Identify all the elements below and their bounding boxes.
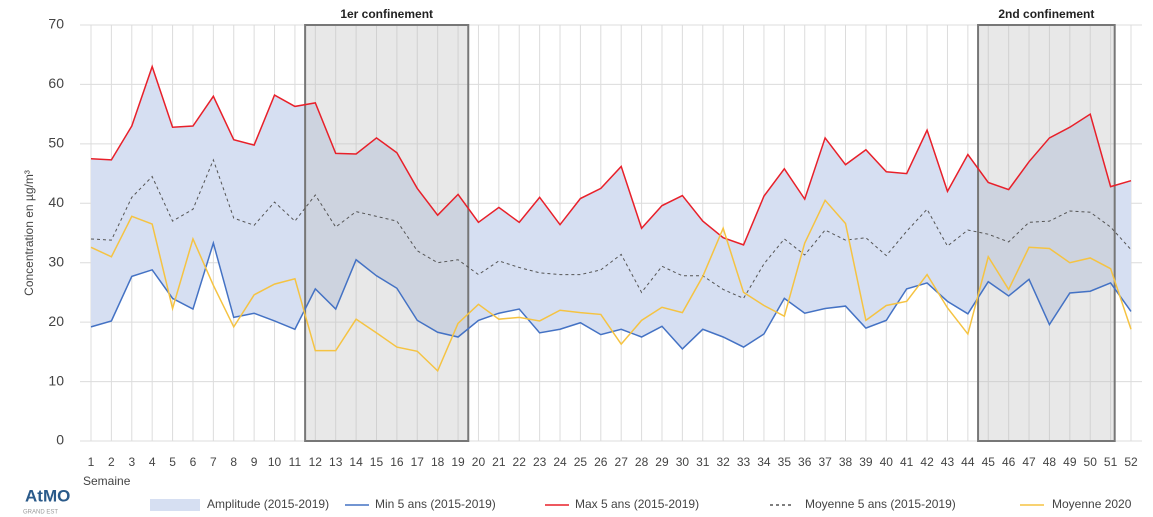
- y-tick-label: 40: [48, 194, 64, 210]
- x-tick-label: 25: [574, 455, 588, 469]
- y-tick-label: 20: [48, 313, 64, 329]
- x-tick-label: 31: [696, 455, 710, 469]
- x-tick-label: 40: [880, 455, 894, 469]
- x-tick-label: 46: [1002, 455, 1016, 469]
- x-tick-label: 52: [1124, 455, 1138, 469]
- x-tick-label: 50: [1084, 455, 1098, 469]
- x-tick-label: 32: [716, 455, 730, 469]
- series-line: [90, 198, 1132, 373]
- x-tick-label: 45: [982, 455, 996, 469]
- x-tick-label: 41: [900, 455, 914, 469]
- series-line: [90, 240, 1132, 350]
- x-tick-label: 51: [1104, 455, 1118, 469]
- x-tick-label: 18: [431, 455, 445, 469]
- series-line: [90, 158, 1132, 300]
- x-tick-label: 26: [594, 455, 608, 469]
- y-tick-label: 70: [48, 16, 64, 32]
- x-tick-label: 44: [961, 455, 975, 469]
- x-tick-label: 48: [1043, 455, 1057, 469]
- x-tick-label: 36: [798, 455, 812, 469]
- y-axis-label: Concentration en µg/m³: [22, 170, 36, 296]
- y-tick-label: 50: [48, 135, 64, 151]
- x-tick-label: 21: [492, 455, 506, 469]
- x-tick-label: 38: [839, 455, 853, 469]
- x-tick-label: 6: [190, 455, 197, 469]
- x-tick-label: 9: [251, 455, 258, 469]
- x-tick-label: 8: [230, 455, 237, 469]
- x-tick-label: 12: [309, 455, 323, 469]
- x-tick-label: 4: [149, 455, 156, 469]
- logo-subtitle: GRAND EST: [23, 510, 58, 516]
- x-tick-label: 49: [1063, 455, 1077, 469]
- legend-swatch: [150, 499, 200, 511]
- x-tick-label: 14: [349, 455, 363, 469]
- y-tick-label: 30: [48, 253, 64, 269]
- x-axis-label: Semaine: [83, 474, 131, 488]
- x-tick-label: 30: [676, 455, 690, 469]
- legend-label: Min 5 ans (2015-2019): [375, 497, 496, 511]
- y-tick-label: 0: [56, 432, 64, 448]
- x-tick-label: 17: [411, 455, 425, 469]
- legend-label: Moyenne 2020: [1052, 497, 1132, 511]
- x-tick-label: 22: [513, 455, 527, 469]
- x-tick-label: 29: [655, 455, 669, 469]
- x-tick-label: 42: [920, 455, 934, 469]
- x-tick-label: 10: [268, 455, 282, 469]
- x-tick-label: 19: [451, 455, 465, 469]
- x-tick-label: 37: [818, 455, 832, 469]
- legend-label: Moyenne 5 ans (2015-2019): [805, 497, 956, 511]
- x-tick-label: 43: [941, 455, 955, 469]
- x-tick-label: 33: [737, 455, 751, 469]
- y-tick-label: 60: [48, 75, 64, 91]
- x-tick-label: 1: [88, 455, 95, 469]
- x-tick-label: 47: [1022, 455, 1036, 469]
- y-tick-label: 10: [48, 372, 64, 388]
- x-tick-label: 7: [210, 455, 217, 469]
- x-tick-label: 5: [169, 455, 176, 469]
- region-label: 1er confinement: [340, 7, 433, 21]
- x-tick-label: 34: [757, 455, 771, 469]
- x-tick-label: 11: [289, 455, 302, 469]
- x-tick-label: 23: [533, 455, 547, 469]
- legend-label: Amplitude (2015-2019): [207, 497, 329, 511]
- x-tick-label: 27: [615, 455, 629, 469]
- x-tick-label: 35: [778, 455, 792, 469]
- x-tick-label: 3: [128, 455, 135, 469]
- x-tick-label: 39: [859, 455, 873, 469]
- logo: AtMO: [25, 486, 70, 505]
- x-tick-label: 2: [108, 455, 115, 469]
- series-line: [90, 64, 1132, 246]
- region-label: 2nd confinement: [998, 7, 1094, 21]
- x-tick-label: 16: [390, 455, 404, 469]
- legend-label: Max 5 ans (2015-2019): [575, 497, 699, 511]
- x-tick-label: 20: [472, 455, 486, 469]
- x-tick-label: 15: [370, 455, 384, 469]
- x-tick-label: 13: [329, 455, 343, 469]
- x-tick-label: 28: [635, 455, 649, 469]
- x-tick-label: 24: [553, 455, 567, 469]
- region: [304, 24, 470, 442]
- amplitude-area: [91, 66, 1131, 349]
- region: [977, 24, 1116, 442]
